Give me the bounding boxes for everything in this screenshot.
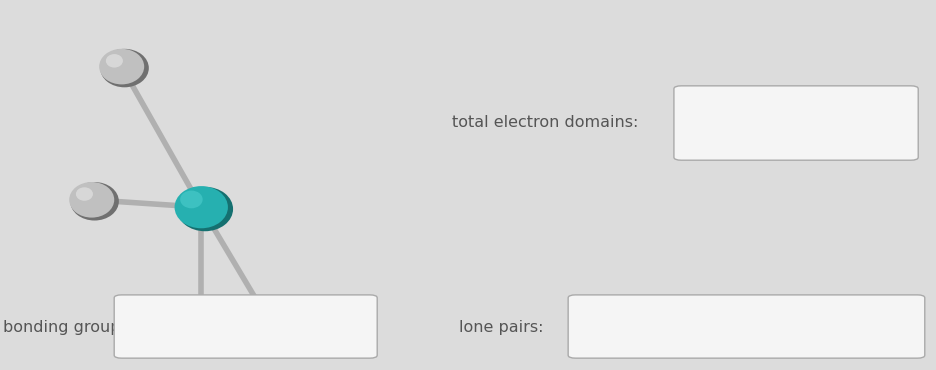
- Ellipse shape: [177, 187, 233, 231]
- Ellipse shape: [257, 318, 295, 348]
- Ellipse shape: [76, 187, 93, 201]
- Text: lone pairs:: lone pairs:: [459, 320, 543, 335]
- Ellipse shape: [263, 322, 277, 334]
- FancyBboxPatch shape: [568, 295, 925, 358]
- Ellipse shape: [175, 186, 228, 228]
- FancyBboxPatch shape: [674, 86, 918, 160]
- Ellipse shape: [69, 182, 114, 218]
- Ellipse shape: [258, 318, 300, 351]
- Ellipse shape: [183, 303, 220, 333]
- Ellipse shape: [100, 49, 149, 87]
- Ellipse shape: [106, 54, 123, 68]
- Text: total electron domains:: total electron domains:: [452, 115, 638, 130]
- Text: bonding groups:: bonding groups:: [3, 320, 134, 335]
- Ellipse shape: [188, 307, 202, 319]
- Ellipse shape: [70, 182, 119, 221]
- Ellipse shape: [99, 49, 144, 84]
- FancyBboxPatch shape: [114, 295, 377, 358]
- Ellipse shape: [180, 191, 203, 208]
- Ellipse shape: [183, 303, 225, 336]
